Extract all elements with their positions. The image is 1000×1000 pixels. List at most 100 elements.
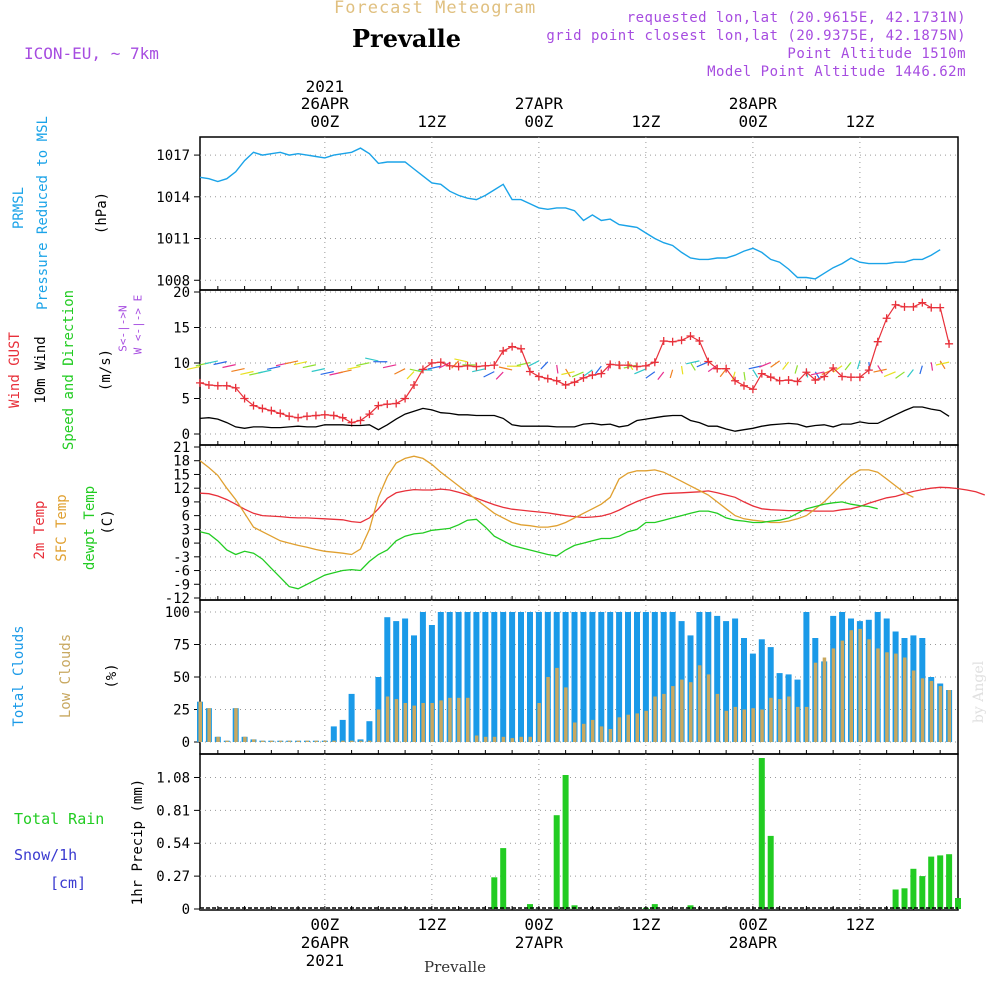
- bottom-date-label: 28APR: [729, 933, 778, 952]
- low-cloud-bar: [483, 736, 488, 742]
- wind-arrow: [498, 366, 513, 371]
- gust-marker: [267, 406, 276, 415]
- gust-marker: [704, 357, 713, 366]
- wind-arrow: [284, 360, 299, 365]
- label-cm: [cm]: [50, 874, 87, 892]
- y-tick-label: 0.81: [156, 803, 190, 819]
- wind-arrow: [266, 365, 281, 370]
- low-cloud-bar: [323, 740, 327, 742]
- low-cloud-bar: [760, 709, 764, 742]
- gust-marker: [659, 336, 668, 345]
- bottom-date-label: 26APR: [301, 933, 350, 952]
- gust-marker: [882, 314, 891, 323]
- low-cloud-bar: [243, 736, 247, 742]
- label-snow: Snow/1h: [14, 846, 78, 864]
- low-cloud-bar: [617, 717, 622, 742]
- total-cloud-bar: [518, 612, 524, 742]
- wind-arrow: [856, 360, 861, 370]
- gust-marker: [615, 361, 624, 370]
- gust-marker: [525, 367, 534, 376]
- bottom-hour-label: 12Z: [631, 915, 660, 934]
- low-cloud-bar: [742, 709, 746, 742]
- total-cloud-bar: [749, 653, 756, 742]
- total-cloud-bar: [339, 719, 346, 742]
- wind-arrow: [338, 369, 352, 374]
- total-cloud-bar: [741, 638, 747, 742]
- footer-station: Prevalle: [424, 958, 487, 976]
- wind-arrow: [540, 361, 549, 370]
- y-tick-label: -9: [173, 577, 190, 593]
- gust-marker: [802, 368, 811, 377]
- y-tick-label: 1.08: [156, 770, 190, 786]
- wind-arrow: [669, 369, 674, 379]
- low-cloud-bar: [501, 736, 506, 742]
- wind-arrow: [748, 365, 762, 370]
- gust-marker: [927, 303, 936, 312]
- rain-bar: [955, 898, 961, 909]
- dewpt-line: [199, 501, 878, 590]
- gust-marker: [650, 358, 659, 367]
- gust-marker: [320, 410, 329, 419]
- gust-marker: [231, 383, 240, 392]
- low-cloud-bar: [582, 723, 586, 742]
- low-cloud-bar: [385, 696, 390, 742]
- wind-arrow: [438, 362, 450, 369]
- low-cloud-bar: [225, 740, 229, 742]
- wind-arrow: [302, 364, 317, 369]
- product-title: Forecast Meteogram: [334, 0, 537, 18]
- low-cloud-bar: [359, 740, 363, 742]
- bottom-date-label: 27APR: [515, 933, 564, 952]
- gust-marker: [329, 411, 338, 420]
- total-cloud-bar: [571, 612, 578, 742]
- wind-arrow: [657, 371, 665, 380]
- low-cloud-bar: [608, 729, 613, 742]
- top-hour-label: 12Z: [417, 112, 446, 131]
- bottom-hour-label: 00Z: [310, 915, 339, 934]
- y-tick-label: 20: [173, 285, 190, 301]
- low-cloud-bar: [394, 699, 399, 742]
- panel-frame-temperature: [199, 444, 959, 601]
- low-cloud-bar: [876, 648, 880, 742]
- low-cloud-bar: [938, 686, 943, 742]
- wind-arrow: [186, 365, 201, 370]
- gust-marker: [508, 342, 517, 351]
- total-cloud-bar: [767, 647, 774, 742]
- wind-arrow: [231, 367, 245, 372]
- gust-marker: [846, 373, 855, 382]
- gust-marker: [303, 412, 312, 421]
- top-date-label: 27APR: [515, 94, 564, 113]
- low-cloud-bar: [537, 703, 541, 742]
- gust-marker: [392, 399, 401, 408]
- low-cloud-bar: [751, 708, 755, 742]
- top-hour-label: 00Z: [524, 112, 553, 131]
- gust-marker: [686, 332, 695, 341]
- gust-marker: [891, 300, 900, 309]
- gust-marker: [204, 381, 213, 390]
- wind-arrow: [810, 371, 825, 376]
- station-title: Prevalle: [352, 24, 461, 53]
- wind-arrow: [382, 364, 397, 369]
- model-altitude: Model Point Altitude 1446.62m: [707, 64, 966, 80]
- total-cloud-bar: [509, 612, 516, 742]
- gust-marker: [936, 303, 945, 312]
- gust-marker: [418, 365, 427, 374]
- y-tick-label: 25: [173, 703, 190, 719]
- low-cloud-bar: [947, 690, 952, 742]
- rain-bar: [767, 835, 774, 909]
- low-cloud-bar: [350, 740, 354, 742]
- bottom-hour-label: 00Z: [524, 915, 553, 934]
- total-cloud-bar: [446, 612, 453, 742]
- panel-frame-precip: [199, 753, 959, 911]
- low-cloud-bar: [269, 740, 274, 742]
- wind-arrow: [454, 358, 468, 363]
- t2m-line: [199, 486, 986, 524]
- wind-arrow: [571, 371, 584, 378]
- gust-marker: [561, 381, 570, 390]
- y-tick-label: 10: [173, 356, 190, 372]
- gust-marker: [766, 373, 775, 382]
- low-cloud-bar: [733, 706, 738, 742]
- gust-marker: [748, 385, 757, 394]
- y-tick-label: 18: [173, 454, 190, 470]
- low-cloud-bar: [260, 740, 265, 742]
- low-cloud-bar: [831, 648, 836, 742]
